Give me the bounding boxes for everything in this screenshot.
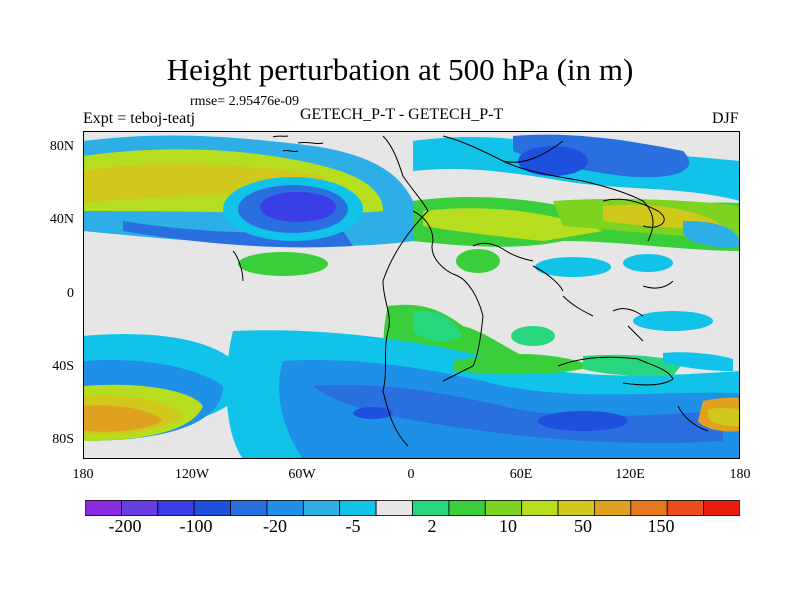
colorbar-label: -20 xyxy=(263,516,287,536)
colorbar-swatch xyxy=(448,500,486,516)
colorbar-swatch xyxy=(630,500,668,516)
coastlines xyxy=(232,135,709,447)
colorbar-label: 10 xyxy=(499,516,517,536)
colorbar-label: -5 xyxy=(345,516,361,536)
colorbar-swatch xyxy=(484,500,523,516)
colorbar-swatch xyxy=(266,500,304,516)
lon-tick-0: 0 xyxy=(407,467,415,482)
colorbar-swatch xyxy=(666,500,705,516)
lon-tick-60w: 60W xyxy=(288,467,316,482)
colorbar-swatch xyxy=(302,500,341,516)
map-plot xyxy=(83,131,740,459)
colorbar-swatch xyxy=(85,500,122,516)
colorbar-swatch xyxy=(594,500,632,516)
colorbar xyxy=(85,500,740,516)
map-frame xyxy=(83,131,740,459)
lat-tick-80n: 80N xyxy=(49,139,74,154)
colorbar-swatch xyxy=(557,500,595,516)
contour-fields xyxy=(83,134,740,459)
colorbar-swatch xyxy=(703,500,740,516)
center-label: GETECH_P-T - GETECH_P-T xyxy=(300,106,504,123)
map-panel xyxy=(83,131,740,459)
season-label: DJF xyxy=(712,110,739,127)
lon-tick-60e: 60E xyxy=(509,467,533,482)
lon-tick-180e: 180 xyxy=(729,467,751,482)
colorbar-label: 50 xyxy=(574,516,592,536)
lat-tick-0: 0 xyxy=(67,286,74,301)
colorbar-label: 150 xyxy=(647,516,675,536)
lat-tick-40n: 40N xyxy=(49,212,74,227)
lon-tick-120e: 120E xyxy=(615,467,645,482)
colorbar-swatch xyxy=(521,500,559,516)
colorbar-swatch xyxy=(412,500,450,516)
colorbar-swatch xyxy=(230,500,268,516)
colorbar-label: 2 xyxy=(427,516,437,536)
colorbar-swatch xyxy=(193,500,231,516)
colorbar-swatch xyxy=(339,500,377,516)
colorbar-label: -200 xyxy=(108,516,142,536)
lat-tick-40s: 40S xyxy=(52,359,74,374)
colorbar-swatch xyxy=(157,500,195,516)
lon-tick-120w: 120W xyxy=(174,467,210,482)
rmse-label: rmse= 2.95476e-09 xyxy=(190,94,299,109)
colorbar-swatch xyxy=(375,500,413,516)
lat-tick-80s: 80S xyxy=(52,432,74,447)
plot-title: Height perturbation at 500 hPa (in m) xyxy=(166,52,634,87)
lon-tick-180w: 180 xyxy=(72,467,94,482)
colorbar-label: -100 xyxy=(179,516,213,536)
colorbar-swatch xyxy=(120,500,159,516)
experiment-label: Expt = teboj-teatj xyxy=(83,110,196,127)
